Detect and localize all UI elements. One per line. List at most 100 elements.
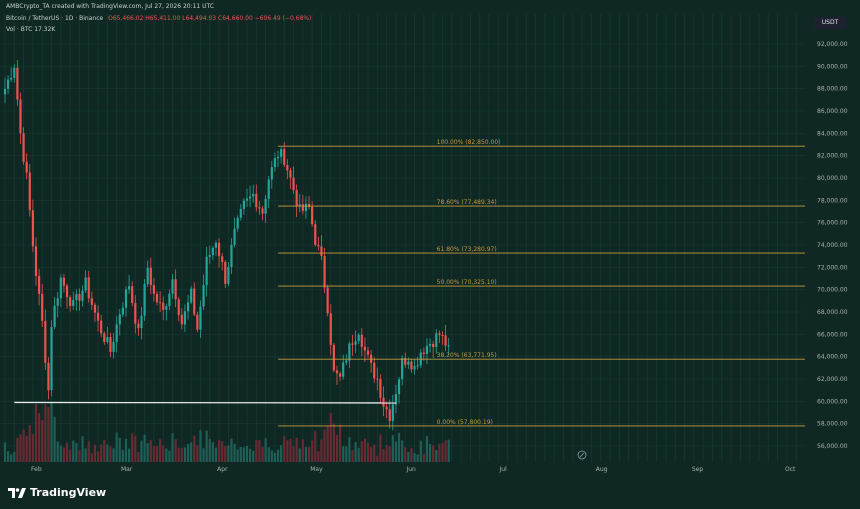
volume-bar [307, 446, 311, 462]
volume-bar [214, 447, 218, 462]
volume-bar [62, 447, 66, 462]
volume-bar [444, 440, 447, 462]
candle-body [311, 206, 314, 225]
candle-body [236, 217, 239, 229]
candle-body [404, 358, 407, 365]
volume-bar [224, 445, 227, 462]
candle-body [363, 346, 366, 351]
volume-bar [193, 435, 196, 462]
price-tick-label: 64,000.00 [817, 354, 848, 361]
price-tick-label: 86,000.00 [817, 108, 848, 115]
candle-body [34, 246, 38, 277]
goto-realtime-icon[interactable] [577, 450, 587, 460]
volume-bar [109, 446, 112, 462]
candle-body [289, 170, 292, 178]
price-tick-label: 76,000.00 [817, 220, 848, 227]
volume-bar [370, 446, 373, 462]
candle-body [273, 158, 277, 168]
candle-body [41, 293, 44, 321]
candle-body [103, 333, 106, 342]
candle-body [72, 300, 75, 306]
candles [3, 60, 450, 431]
price-tick-label: 74,000.00 [817, 242, 848, 249]
volume-bar [25, 435, 28, 462]
volume-bar [301, 439, 304, 462]
time-tick-label: Mar [121, 466, 133, 473]
candle-body [270, 167, 273, 180]
volume-bar [432, 445, 435, 462]
tradingview-logo: TradingView [8, 486, 106, 499]
volume-bar [3, 442, 7, 462]
candle-body [214, 242, 218, 248]
time-tick-label: Aug [596, 466, 608, 473]
time-tick-label: Apr [217, 466, 228, 473]
candle-body [65, 285, 69, 298]
price-tick-label: 60,000.00 [817, 398, 848, 405]
volume-bar [360, 441, 363, 462]
candle-body [112, 341, 115, 352]
volume-bar [140, 440, 143, 462]
volume-bar [190, 442, 193, 462]
candle-body [28, 172, 31, 211]
volume-bar [258, 439, 261, 462]
volume-bar [363, 438, 366, 462]
volume-bar [391, 435, 394, 462]
volume-bar [186, 443, 190, 462]
candle-body [44, 320, 47, 363]
volume-bar [159, 439, 162, 462]
volume-bar [205, 430, 208, 462]
volume-bar [252, 450, 255, 462]
volume-bar [227, 445, 230, 462]
currency-label[interactable]: USDT [814, 17, 846, 29]
candle-body [131, 286, 134, 304]
candle-body [342, 362, 345, 377]
volume-bar [22, 429, 25, 462]
volume-bar [115, 432, 118, 462]
candle-body [382, 397, 385, 407]
volume-legend[interactable]: Vol · BTC 17.32K [6, 26, 56, 33]
candle-body [90, 298, 93, 305]
volume-bar [280, 445, 283, 462]
price-axis-labels: 92,000.00 90,000.00 88,000.00 86,000.00 84,0… [817, 41, 848, 450]
support-line[interactable] [14, 401, 396, 404]
volume-bar [87, 441, 90, 462]
candle-body [360, 334, 363, 347]
volume-bar [106, 444, 109, 462]
volume-bar [199, 430, 202, 462]
price-tick-label: 78,000.00 [817, 197, 848, 204]
candle-body [224, 261, 227, 284]
candle-body [366, 350, 370, 355]
candle-body [338, 373, 342, 377]
price-tick-label: 92,000.00 [817, 41, 848, 48]
price-axis[interactable] [805, 14, 860, 474]
candle-body [264, 198, 267, 214]
candle-body [385, 406, 388, 410]
candle-body [394, 394, 398, 405]
candle-body [249, 196, 252, 199]
support-line-stroke[interactable] [14, 401, 396, 404]
ohlc-legend[interactable]: Bitcoin / TetherUS · 1D · Binance O65,46… [6, 15, 314, 22]
price-tick-label: 56,000.00 [817, 443, 848, 450]
candle-body [174, 279, 177, 300]
candle-body [165, 306, 168, 310]
volume-bar [75, 443, 78, 462]
fibonacci-retracement[interactable]: 100.00% (82,850.00) 78.60% (77,489.34) 61.… [278, 139, 805, 427]
volume-bar [72, 440, 75, 462]
volume-bar [28, 425, 31, 462]
volume-bar [152, 445, 155, 462]
volume-bar [404, 447, 407, 462]
volume-bar [183, 447, 187, 462]
volume-bar [332, 423, 335, 462]
volume-bar [425, 435, 429, 462]
volume-bar [233, 443, 236, 462]
volume-bar [270, 450, 273, 462]
candle-body [149, 267, 152, 286]
volume-bar [394, 441, 398, 462]
volume-bar [53, 416, 56, 462]
volume-bar [93, 444, 97, 462]
volume-bar [273, 452, 277, 462]
price-tick-label: 88,000.00 [817, 86, 848, 93]
volume-bar [410, 448, 413, 462]
